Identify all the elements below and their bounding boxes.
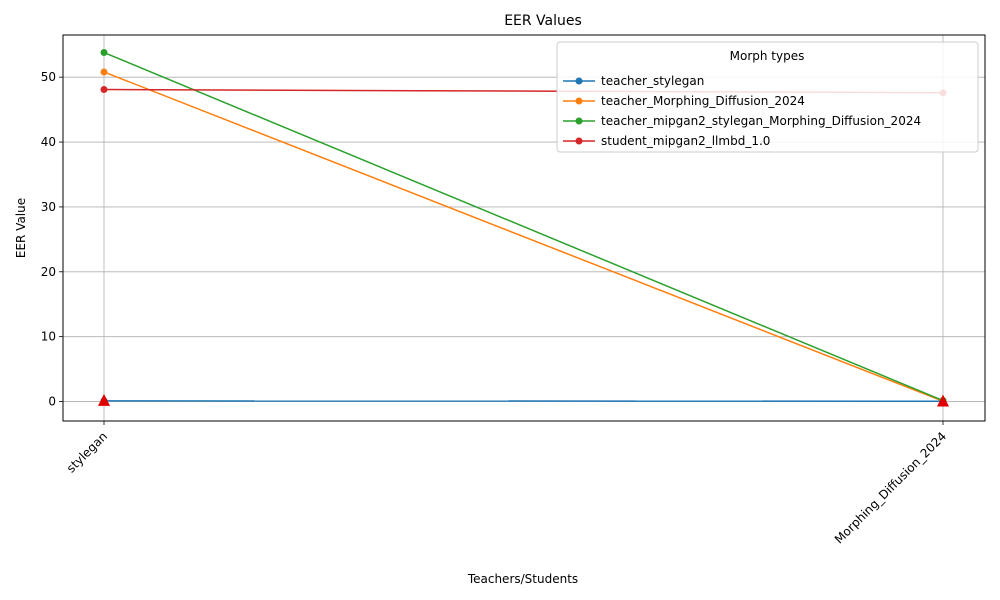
- chart-title: EER Values: [504, 13, 582, 29]
- y-tick-label: 0: [48, 395, 56, 409]
- legend-label-3: student_mipgan2_llmbd_1.0: [601, 134, 770, 148]
- triangle-marker: [937, 394, 949, 407]
- marker-layer: [98, 393, 949, 407]
- plot-frame: [62, 34, 986, 422]
- x-axis-label: Teachers/Students: [467, 572, 578, 586]
- y-tick-label: 10: [41, 330, 56, 344]
- series-point-1: [100, 68, 108, 76]
- legend-label-0: teacher_stylegan: [601, 74, 704, 88]
- legend-marker-2: [575, 117, 583, 125]
- legend-items: teacher_stylegan teacher_Morphing_Diffusi…: [563, 74, 921, 148]
- y-tick-label: 30: [41, 200, 56, 214]
- legend: Morph types teacher_stylegan teacher_Morp…: [556, 41, 979, 153]
- y-axis-label: EER Value: [14, 198, 28, 258]
- legend-label-2: teacher_mipgan2_stylegan_Morphing_Diffus…: [601, 114, 921, 128]
- legend-box: [556, 41, 979, 153]
- y-tick-label: 20: [41, 265, 56, 279]
- legend-label-1: teacher_Morphing_Diffusion_2024: [601, 94, 805, 108]
- legend-title: Morph types: [730, 49, 805, 63]
- series-line-2: [103, 51, 944, 402]
- y-tick-label: 50: [41, 70, 56, 84]
- legend-marker-0: [575, 77, 583, 85]
- y-axis-ticks: 0 10 20 30 40 50: [41, 70, 63, 409]
- triangle-marker: [98, 393, 110, 406]
- y-tick-label: 40: [41, 135, 56, 149]
- legend-marker-1: [575, 97, 583, 105]
- legend-marker-3: [575, 137, 583, 145]
- series-point-2: [100, 49, 108, 57]
- series-line-1: [103, 71, 944, 402]
- series-point-3: [100, 85, 108, 93]
